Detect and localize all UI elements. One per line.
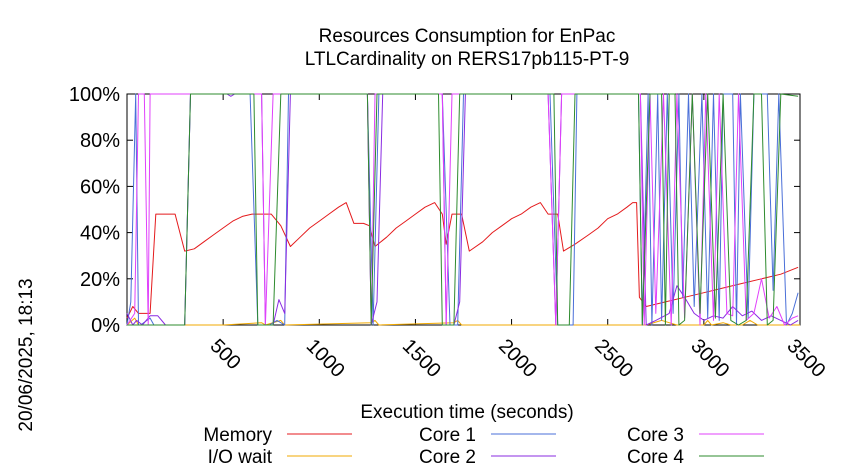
x-tick-label: 1000: [302, 335, 349, 382]
x-tick-label: 3000: [686, 335, 733, 382]
y-tick-label: 60%: [80, 176, 120, 198]
chart-title: Resources Consumption for EnPac: [319, 26, 616, 47]
timestamp-label: 20/06/2025, 18:13: [16, 278, 37, 431]
x-tick-label: 2500: [590, 335, 637, 382]
x-tick-label: 3500: [782, 335, 829, 382]
legend-label: Core 3: [627, 425, 684, 446]
series-line-core-4: [127, 93, 799, 326]
y-axis: 0% 20% 40% 60% 80% 100%: [69, 84, 800, 337]
legend-label: Core 2: [419, 447, 476, 468]
x-tick-label: 2000: [494, 335, 541, 382]
y-tick-label: 40%: [80, 223, 120, 245]
x-tick-label: 1500: [398, 335, 445, 382]
series-line-memory: [126, 202, 799, 319]
chart-subtitle: LTLCardinality on RERS17pb115-PT-9: [305, 49, 630, 70]
y-tick-label: 20%: [80, 269, 120, 291]
series-layer: [126, 93, 800, 326]
y-tick-label: 80%: [80, 130, 120, 152]
series-line-core-3: [126, 93, 799, 326]
legend-label: Core 1: [419, 425, 476, 446]
x-axis-label: Execution time (seconds): [360, 402, 573, 423]
series-line-i-o-wait: [126, 317, 800, 326]
x-tick-label: 500: [206, 335, 245, 374]
legend-label: Core 4: [627, 447, 684, 468]
legend-label: I/O wait: [208, 447, 273, 468]
legend-label: Memory: [203, 425, 272, 446]
y-tick-label: 0%: [91, 315, 120, 337]
y-tick-label: 100%: [69, 84, 120, 106]
